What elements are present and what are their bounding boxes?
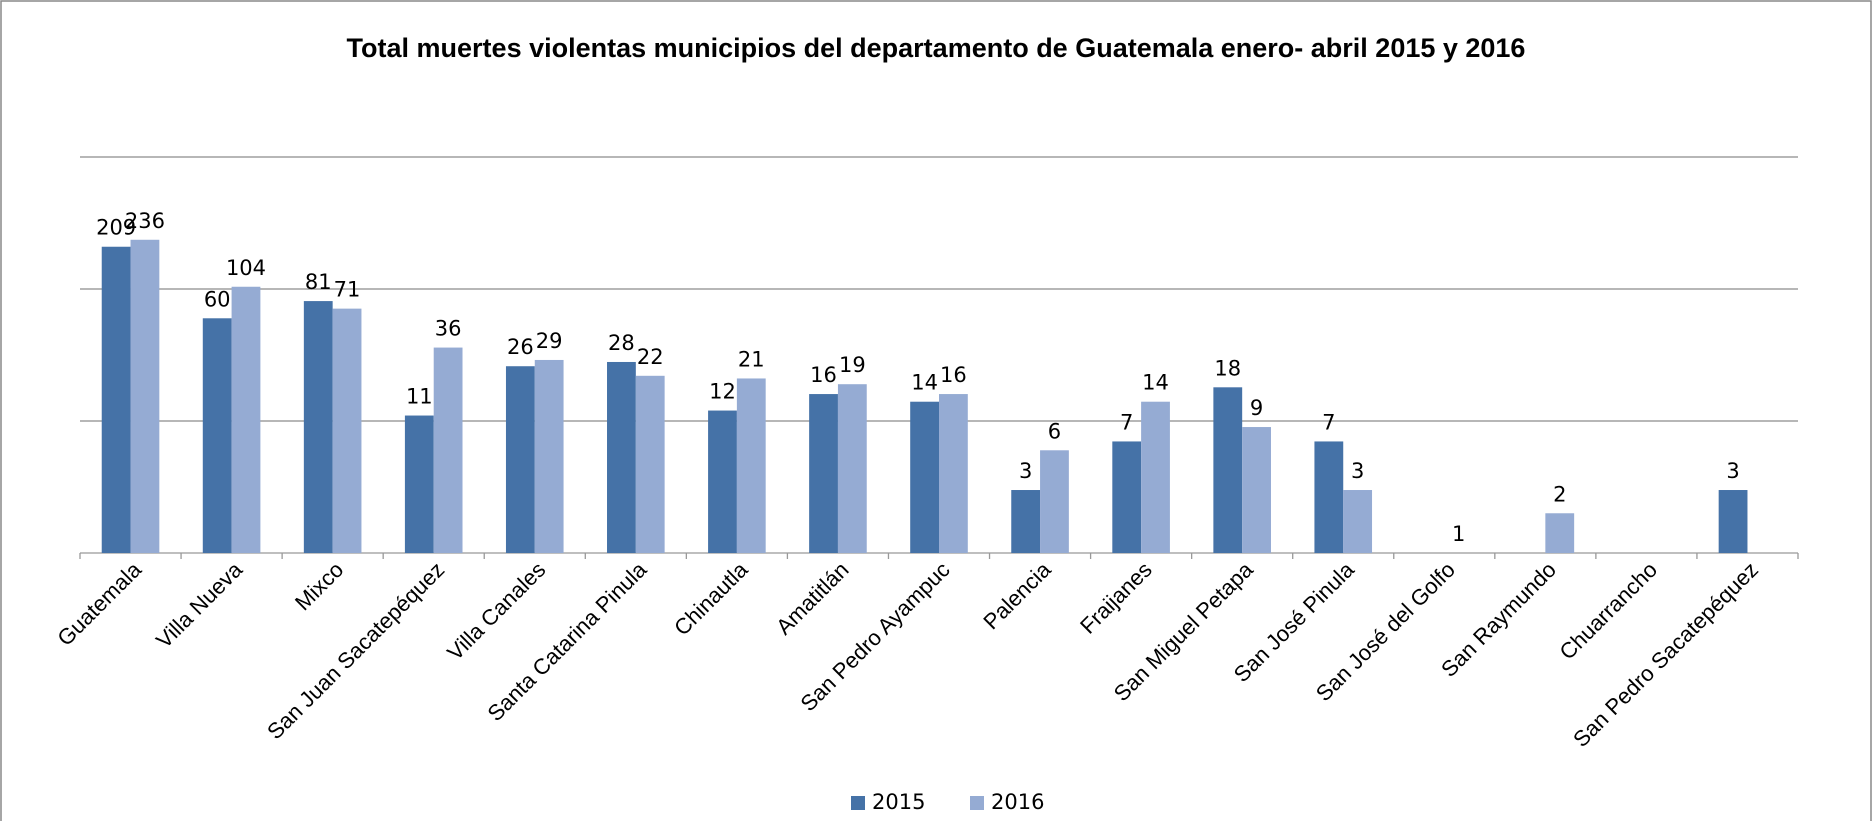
bar: [1141, 401, 1170, 553]
bar: [404, 415, 434, 553]
data-label: 3: [1019, 459, 1032, 483]
bar: [101, 246, 131, 553]
bar: [1011, 490, 1041, 553]
legend-swatch: [970, 796, 984, 810]
data-label: 12: [709, 380, 736, 404]
data-label: 16: [810, 363, 837, 387]
bar: [1242, 427, 1271, 553]
data-label: 60: [204, 287, 231, 311]
bar: [708, 410, 737, 553]
legend-swatch: [851, 796, 865, 810]
bar: [505, 366, 535, 553]
bar: [534, 359, 564, 553]
bar: [910, 401, 939, 553]
bar: [1545, 513, 1575, 553]
bar: [332, 308, 362, 553]
bar: [231, 286, 261, 553]
bar: [1112, 441, 1142, 553]
data-label: 9: [1250, 396, 1263, 420]
bar: [202, 318, 232, 553]
data-label: 36: [435, 317, 462, 341]
bar: [130, 239, 160, 553]
data-label: 16: [940, 363, 967, 387]
data-label: 71: [334, 278, 361, 302]
data-label: 28: [608, 331, 635, 355]
bar: [303, 301, 333, 553]
bar: [1040, 450, 1069, 553]
bar: [1314, 441, 1344, 553]
bar: [1718, 490, 1748, 553]
data-label: 104: [226, 256, 266, 280]
bar: [809, 394, 838, 553]
bar: [1213, 387, 1243, 553]
data-label: 2: [1553, 482, 1566, 506]
data-label: 81: [305, 270, 332, 294]
bar: [635, 375, 665, 553]
data-label: 1: [1452, 522, 1465, 546]
chart-title: Total muertes violentas municipios del d…: [347, 33, 1526, 63]
bar: [607, 361, 636, 553]
data-label: 21: [738, 347, 765, 371]
data-label: 209: [96, 216, 136, 240]
data-label: 14: [1142, 371, 1169, 395]
data-label: 11: [406, 385, 433, 409]
data-label: 22: [637, 345, 664, 369]
bar: [1343, 490, 1373, 553]
legend-label: 2016: [991, 790, 1044, 814]
bar: [837, 384, 867, 553]
data-label: 3: [1726, 459, 1739, 483]
data-label: 236: [125, 209, 165, 233]
bar: [736, 378, 766, 553]
data-label: 6: [1048, 419, 1061, 443]
data-label: 18: [1214, 356, 1241, 380]
data-label: 19: [839, 353, 866, 377]
data-label: 7: [1120, 410, 1133, 434]
data-label: 29: [536, 329, 563, 353]
data-label: 14: [911, 371, 938, 395]
bar: [939, 394, 968, 553]
data-label: 7: [1322, 410, 1335, 434]
legend-label: 2015: [872, 790, 925, 814]
data-label: 26: [507, 335, 534, 359]
data-label: 3: [1351, 459, 1364, 483]
bar: [433, 347, 463, 553]
